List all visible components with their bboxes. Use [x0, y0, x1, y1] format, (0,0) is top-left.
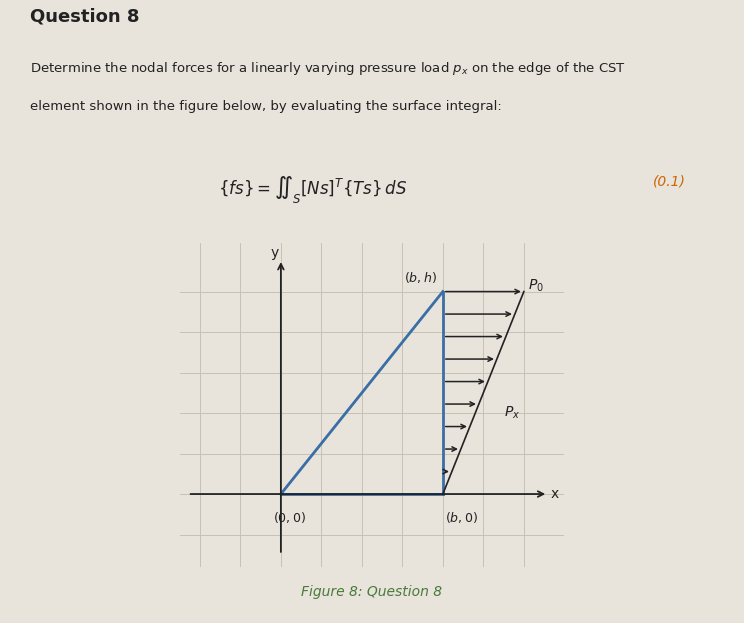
Text: $P_x$: $P_x$: [504, 405, 520, 421]
Text: $(0,0)$: $(0,0)$: [273, 510, 306, 525]
Text: element shown in the figure below, by evaluating the surface integral:: element shown in the figure below, by ev…: [30, 100, 501, 113]
Text: Determine the nodal forces for a linearly varying pressure load $p_x$ on the edg: Determine the nodal forces for a linearl…: [30, 60, 626, 77]
Text: Figure 8: Question 8: Figure 8: Question 8: [301, 585, 443, 599]
Text: y: y: [271, 246, 279, 260]
Text: $P_0$: $P_0$: [528, 277, 544, 293]
Text: x: x: [550, 487, 558, 501]
Text: $(b,h)$: $(b,h)$: [404, 270, 437, 285]
Text: $\{fs\} = \int\!\!\int_S [Ns]^T \{Ts\}\,dS$: $\{fs\} = \int\!\!\int_S [Ns]^T \{Ts\}\,…: [218, 174, 407, 206]
Text: Question 8: Question 8: [30, 7, 139, 26]
Text: (0.1): (0.1): [653, 174, 686, 188]
Text: $(b,0)$: $(b,0)$: [445, 510, 478, 525]
